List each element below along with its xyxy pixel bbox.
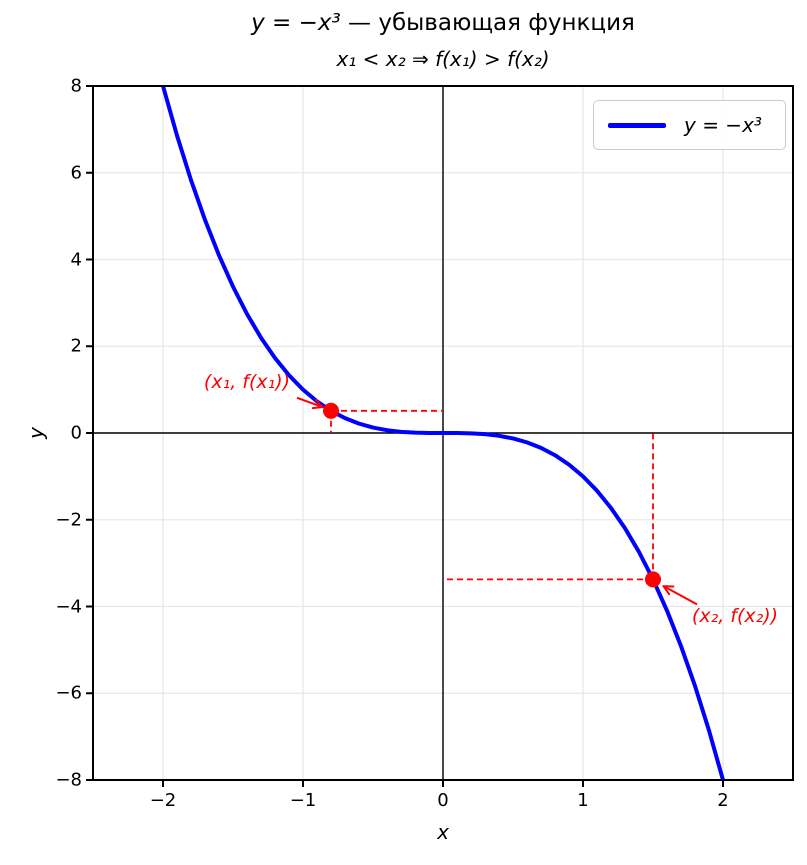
x-tick-label: −2 [149,790,177,811]
x-axis-label: x [437,820,449,844]
annotation-point-2: (x₂, f(x₂)) [691,605,779,628]
x-tick-label: 0 [437,790,449,811]
y-tick-label: 6 [70,162,82,184]
annotation-point-1: (x₁, f(x₁)) [203,370,291,393]
chart-title: y = −x³ — убывающая функция [93,9,793,38]
y-tick-label: −8 [55,769,82,791]
y-tick-label: −4 [55,596,82,617]
legend-label: y = −x³ [684,113,762,137]
x-tick-label: 2 [717,790,729,811]
y-axis-label: y [24,427,48,439]
chart-title-math: y = −x³ [251,10,341,36]
legend-line-sample [608,122,666,128]
chart-title-text: — убывающая функция [340,10,635,36]
y-tick-label: 0 [70,422,82,444]
legend: y = −x³ [593,100,786,150]
y-tick-label: 4 [70,249,82,270]
x-tick-label: 1 [577,790,589,811]
y-tick-label: −2 [55,509,82,531]
x-tick-label: −1 [289,790,317,811]
y-tick-label: 2 [70,335,82,357]
chart-subtitle: x₁ < x₂ ⇒ f(x₁) > f(x₂) [336,47,550,71]
y-tick-label: 8 [70,75,82,97]
y-tick-label: −6 [55,682,82,704]
